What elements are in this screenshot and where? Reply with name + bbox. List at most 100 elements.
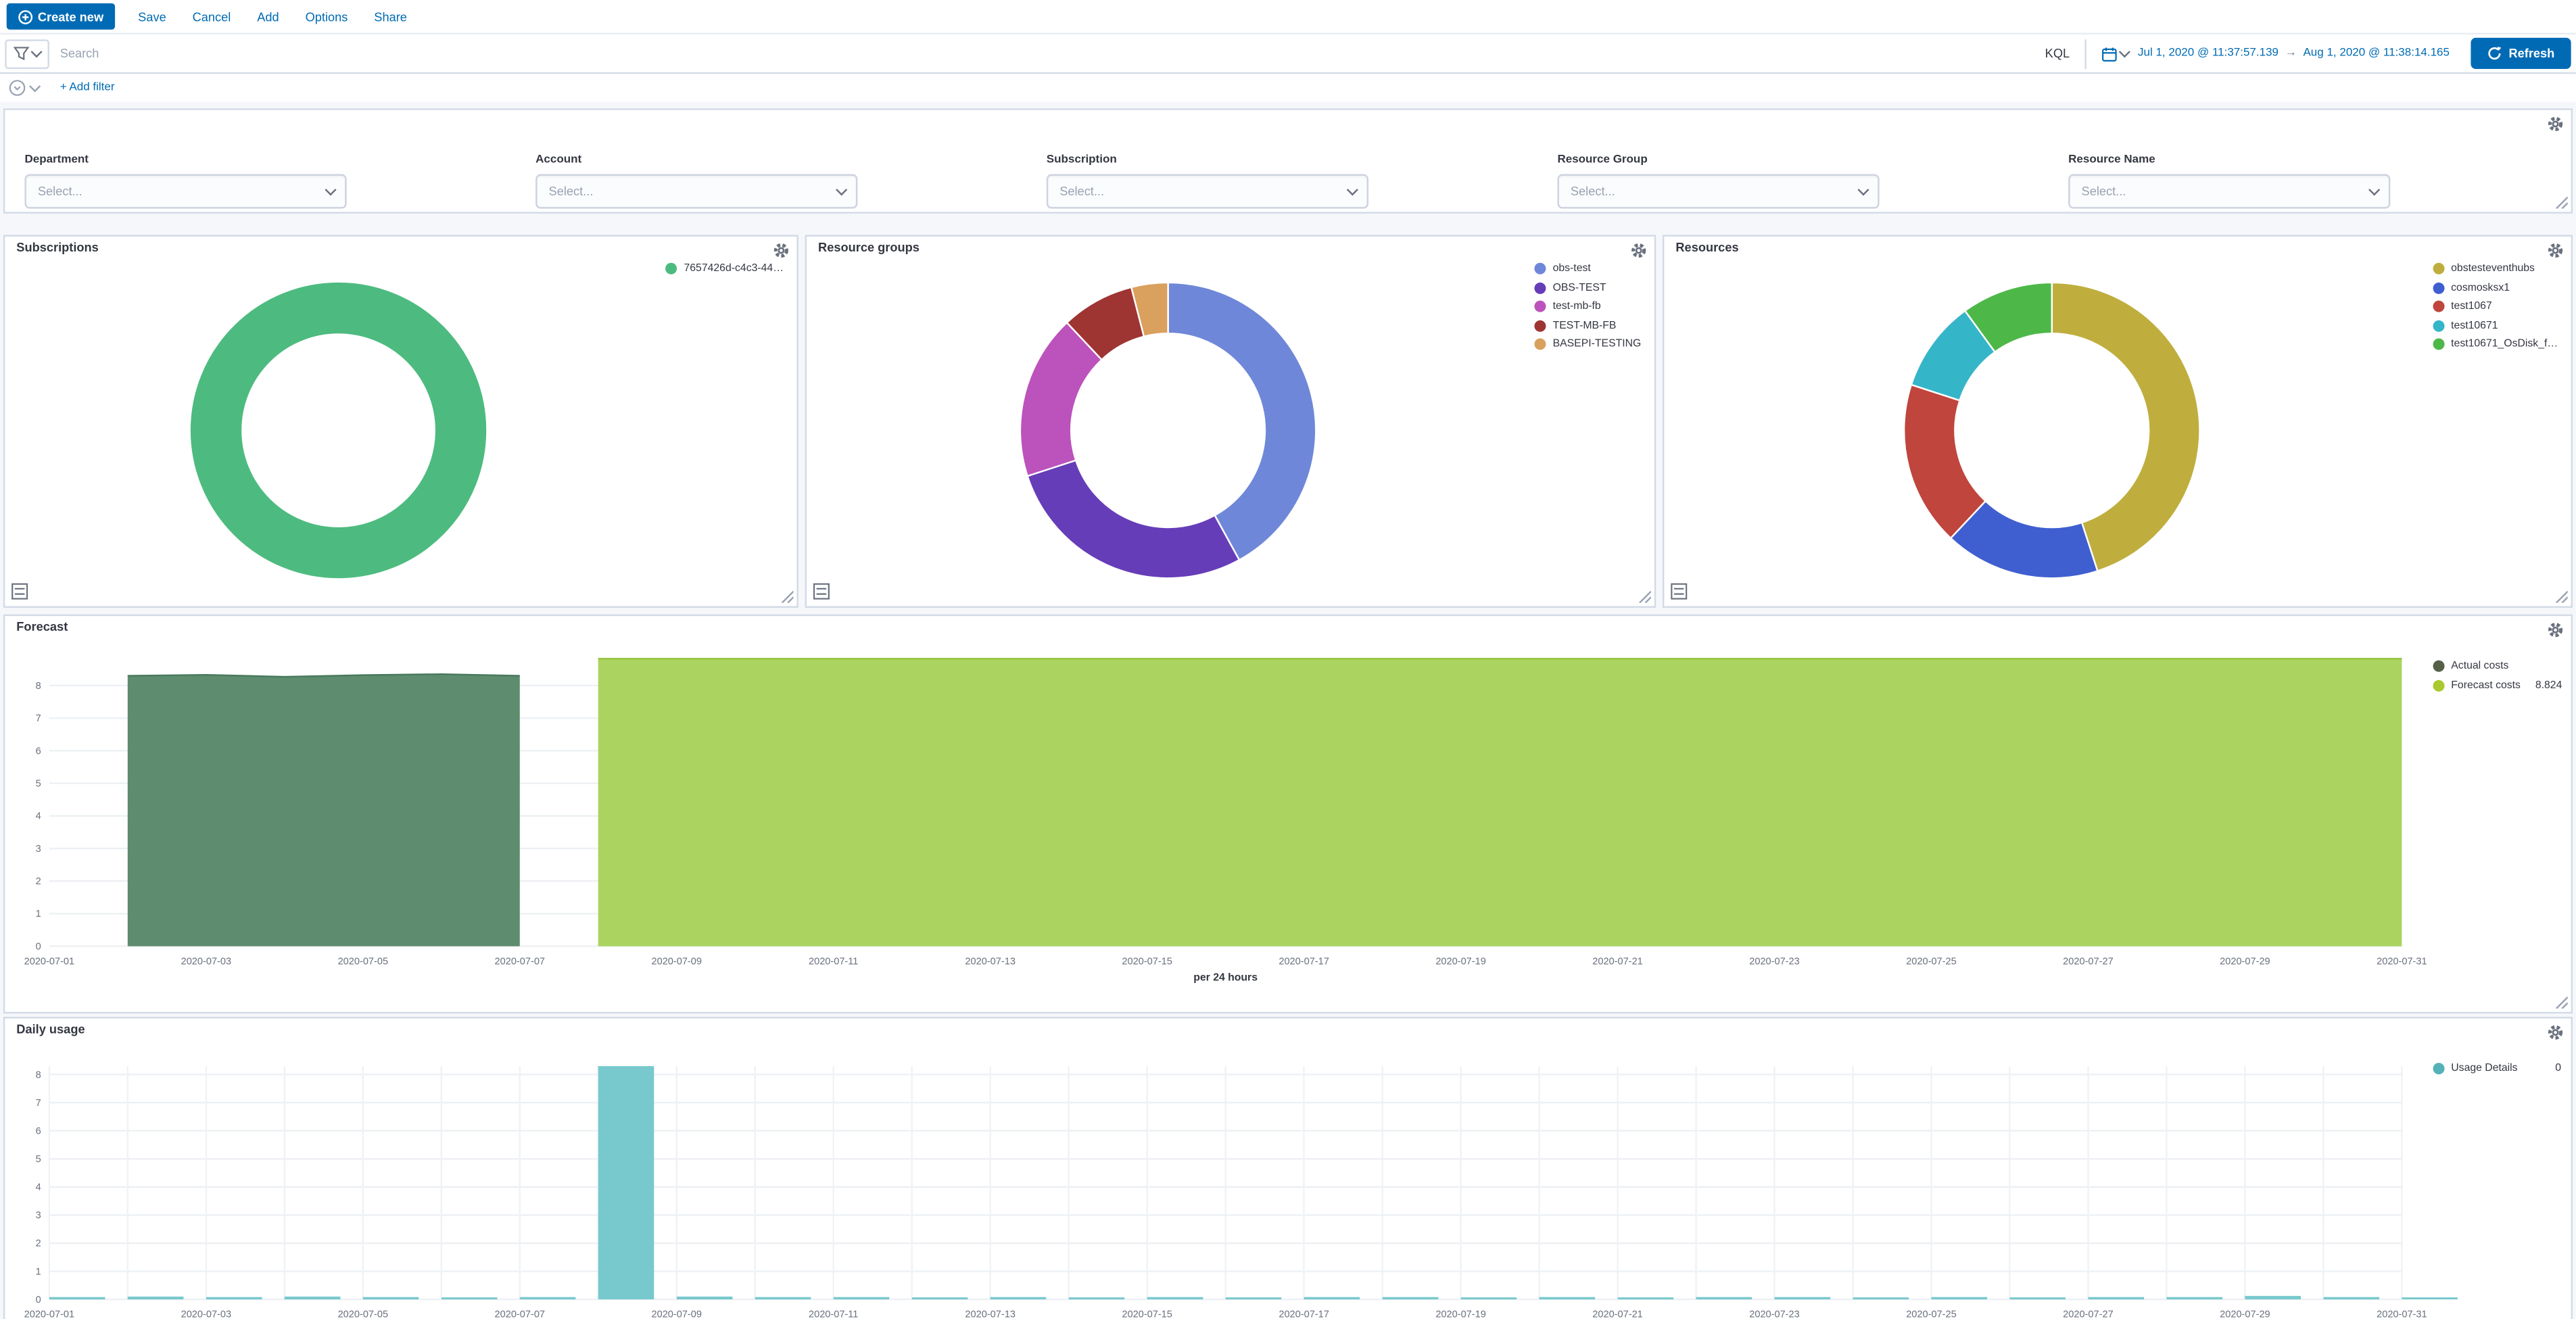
svg-text:7: 7 [36, 713, 41, 724]
panel-resize-handle[interactable] [780, 590, 794, 604]
legend-dot-icon [1534, 319, 1546, 331]
svg-text:per 24 hours: per 24 hours [1193, 972, 1258, 984]
date-picker-calendar-button[interactable] [2097, 45, 2131, 62]
add-button[interactable]: Add [244, 9, 292, 24]
kql-button[interactable]: KQL [2030, 46, 2084, 61]
legend-dot-icon [2433, 319, 2445, 331]
gear-icon[interactable] [772, 241, 790, 260]
filter-set-icon[interactable] [8, 79, 26, 97]
department-select[interactable]: Select... [24, 174, 347, 209]
legend-item[interactable]: Actual costs [2433, 660, 2562, 672]
svg-text:2020-07-03: 2020-07-03 [181, 1310, 232, 1319]
gear-icon[interactable] [1629, 241, 1648, 260]
options-button[interactable]: Options [292, 9, 361, 24]
share-button[interactable]: Share [361, 9, 421, 24]
create-new-label: Create new [37, 9, 104, 24]
filter-group-subscription: Subscription Select... [1046, 154, 1369, 209]
legend-item[interactable]: 7657426d-c4c3-44… [665, 262, 784, 274]
select-placeholder: Select... [1570, 184, 1615, 199]
search-input[interactable] [48, 46, 2030, 61]
legend-item[interactable]: TEST-MB-FB [1534, 319, 1642, 331]
svg-text:5: 5 [36, 1154, 41, 1165]
legend-dot-icon [1534, 281, 1546, 293]
legend-toggle-icon[interactable] [1671, 583, 1688, 600]
svg-text:2020-07-23: 2020-07-23 [1749, 1310, 1800, 1319]
filter-label: Subscription [1046, 154, 1117, 166]
svg-text:2020-07-13: 2020-07-13 [965, 1310, 1016, 1319]
legend-dot-icon [665, 262, 677, 274]
panel-title: Subscriptions [16, 239, 99, 255]
add-filter-button[interactable]: + Add filter [59, 82, 115, 94]
legend-item[interactable]: obstesteventhubs [2433, 262, 2558, 274]
legend-item[interactable]: test-mb-fb [1534, 300, 1642, 312]
svg-text:2020-07-03: 2020-07-03 [181, 956, 232, 967]
gear-icon[interactable] [2546, 1024, 2565, 1042]
account-select[interactable]: Select... [535, 174, 858, 209]
panel-title: Resource groups [818, 239, 920, 255]
resource-group-select[interactable]: Select... [1557, 174, 1880, 209]
filter-label: Department [24, 154, 89, 166]
panel-title: Forecast [16, 619, 68, 634]
legend-dot-icon [2433, 338, 2445, 350]
svg-text:0: 0 [36, 941, 41, 952]
svg-text:2020-07-11: 2020-07-11 [809, 1310, 858, 1319]
filter-group-resource-name: Resource Name Select... [2068, 154, 2391, 209]
legend-label: obs-test [1552, 262, 1591, 274]
legend-item[interactable]: test10671_OsDisk_f… [2433, 338, 2558, 350]
svg-text:8: 8 [36, 1070, 41, 1080]
chevron-down-icon [29, 80, 41, 92]
legend-item[interactable]: test10671 [2433, 319, 2558, 331]
saved-query-menu-button[interactable] [5, 39, 49, 68]
save-button[interactable]: Save [125, 9, 179, 24]
date-range-end[interactable]: Aug 1, 2020 @ 11:38:14.165 [2303, 47, 2450, 59]
svg-text:7: 7 [36, 1098, 41, 1109]
toolbar-menu: Save Cancel Add Options Share [125, 9, 421, 24]
legend-toggle-icon[interactable] [813, 583, 830, 600]
chart-legend: 7657426d-c4c3-44… [665, 262, 784, 282]
chart-legend: obstesteventhubs cosmosksx1 test1067 test10… [2433, 262, 2558, 358]
subscription-select[interactable]: Select... [1046, 174, 1369, 209]
gear-icon[interactable] [2546, 621, 2565, 639]
date-range-start[interactable]: Jul 1, 2020 @ 11:37:57.139 [2138, 47, 2279, 59]
legend-label: Forecast costs [2451, 679, 2521, 691]
panel-resize-handle[interactable] [2554, 195, 2569, 210]
filter-label: Resource Group [1557, 154, 1648, 166]
legend-value: 0 [2555, 1063, 2562, 1075]
legend-item[interactable]: BASEPI-TESTING [1534, 338, 1641, 350]
filter-group-account: Account Select... [535, 154, 858, 209]
legend-item[interactable]: test1067 [2433, 300, 2558, 312]
area-chart: 0 1 2 3 4 5 6 7 8 2020-07-01 2020-07-03 2020-07-05 2… [5, 616, 2571, 1012]
resource-name-select[interactable]: Select... [2068, 174, 2391, 209]
svg-text:2020-07-23: 2020-07-23 [1749, 956, 1800, 967]
svg-text:6: 6 [36, 746, 41, 757]
svg-text:1: 1 [36, 1266, 41, 1277]
gear-icon[interactable] [2546, 115, 2565, 133]
gear-icon[interactable] [2546, 241, 2565, 260]
create-new-button[interactable]: Create new [6, 3, 116, 30]
panel-filter-controls: Department Select... Account Select... S… [3, 108, 2573, 214]
panel-resize-handle[interactable] [2554, 590, 2569, 604]
legend-label: Usage Details [2451, 1063, 2518, 1075]
legend-dot-icon [2433, 281, 2445, 293]
panel-resize-handle[interactable] [1638, 590, 1652, 604]
legend-dot-icon [1534, 262, 1546, 274]
svg-text:2020-07-25: 2020-07-25 [1906, 956, 1957, 967]
date-range-arrow-icon: → [2285, 47, 2297, 59]
svg-text:2020-07-07: 2020-07-07 [495, 956, 545, 967]
svg-text:2: 2 [36, 876, 41, 887]
legend-item[interactable]: OBS-TEST [1534, 281, 1642, 293]
legend-toggle-icon[interactable] [11, 583, 28, 600]
svg-text:1: 1 [36, 909, 41, 919]
svg-text:2020-07-05: 2020-07-05 [338, 956, 389, 967]
legend-item[interactable]: Forecast costs 8.824 [2433, 679, 2562, 691]
bar-chart: 0 1 2 3 4 5 6 7 8 2020-07-01 2020-07-03 2020-07-05 2… [5, 1018, 2571, 1319]
cancel-button[interactable]: Cancel [179, 9, 244, 24]
legend-item[interactable]: cosmosksx1 [2433, 281, 2558, 293]
refresh-button[interactable]: Refresh [2471, 37, 2571, 70]
legend-item[interactable]: Usage Details 0 [2433, 1063, 2562, 1075]
legend-item[interactable]: obs-test [1534, 262, 1642, 274]
svg-text:2020-07-29: 2020-07-29 [2220, 1310, 2270, 1319]
svg-text:2020-07-09: 2020-07-09 [652, 1310, 702, 1319]
panel-resize-handle[interactable] [2554, 995, 2569, 1009]
